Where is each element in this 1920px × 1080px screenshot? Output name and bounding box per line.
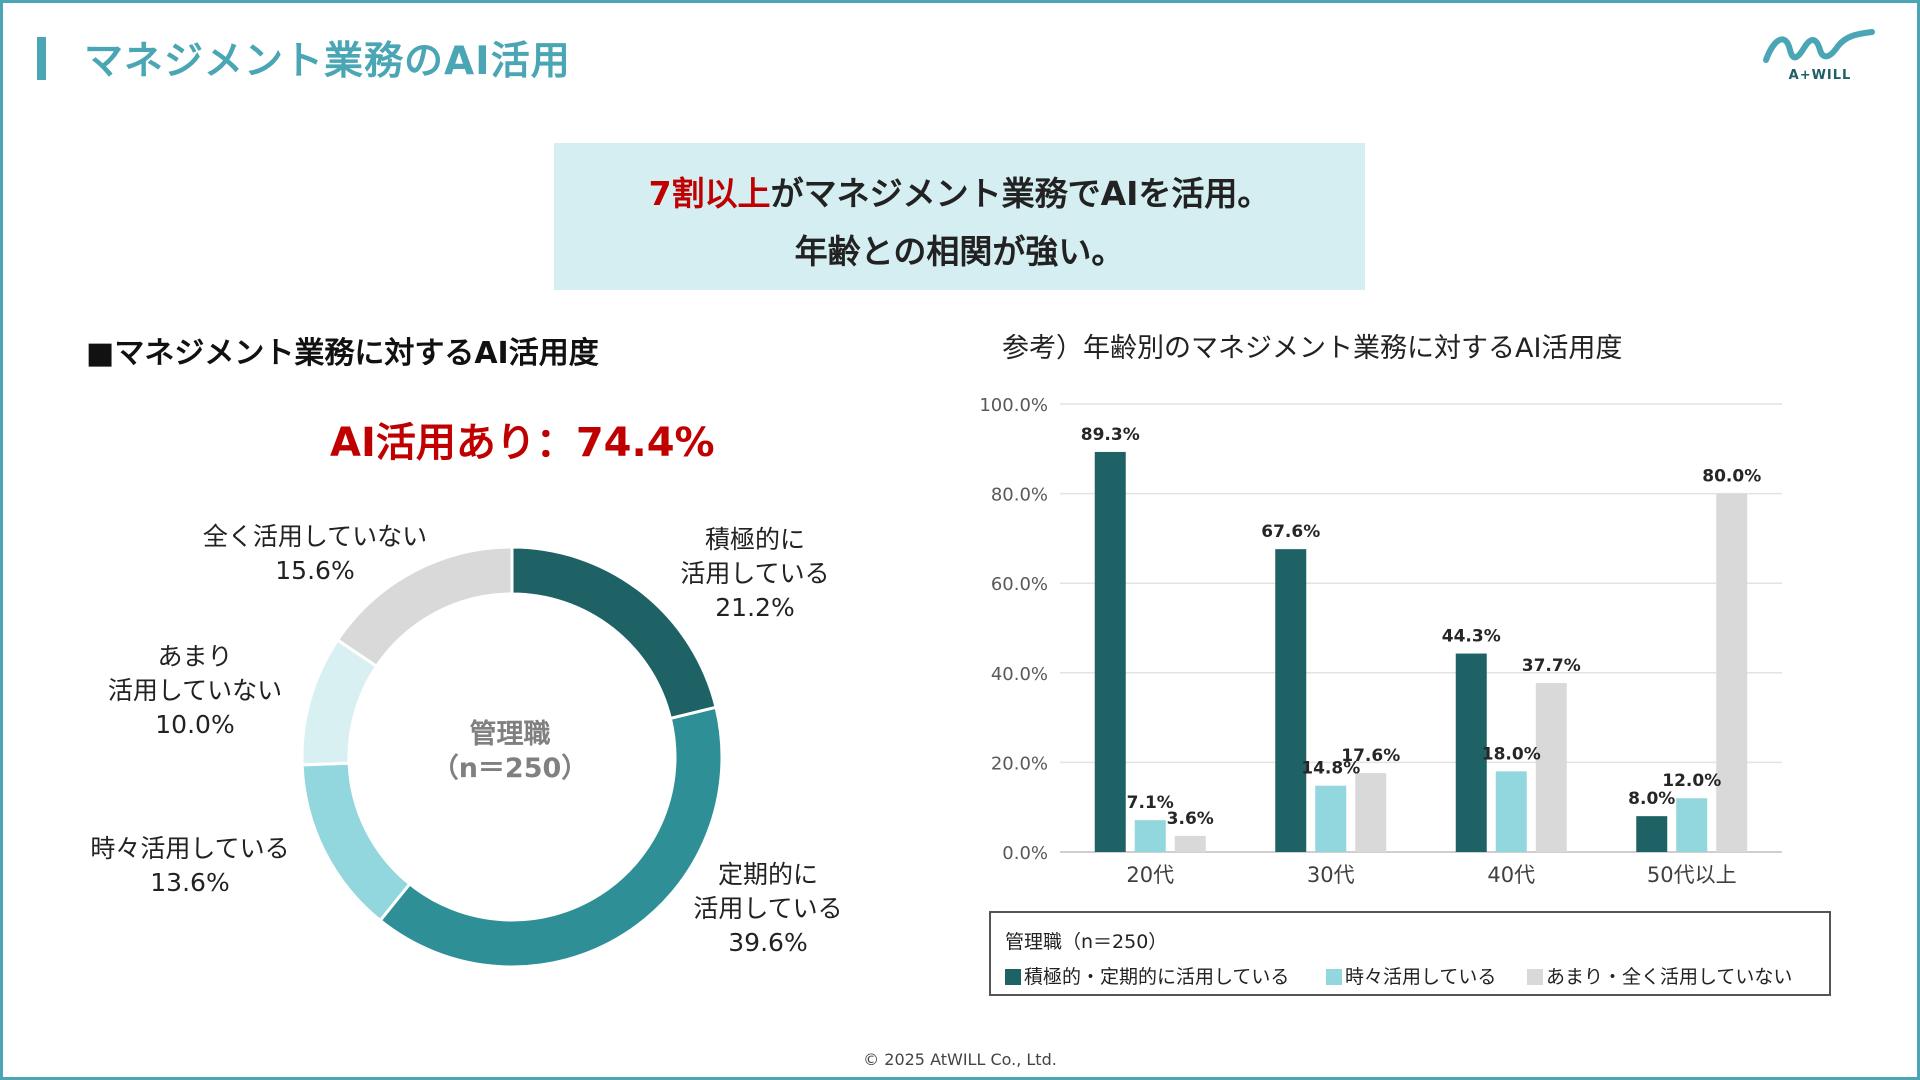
- bar-value-label: 12.0%: [1662, 771, 1721, 791]
- bar-value-label: 89.3%: [1081, 425, 1140, 445]
- donut-section-heading: ■マネジメント業務に対するAI活用度: [86, 336, 599, 371]
- legend-label: 時々活用している: [1345, 966, 1497, 988]
- legend-item: あまり・全く活用していない: [1527, 962, 1792, 989]
- y-tick-label: 40.0%: [991, 664, 1048, 685]
- bar: [1355, 773, 1387, 852]
- legend-label: あまり・全く活用していない: [1546, 966, 1793, 988]
- logo-mark-icon: [1763, 29, 1875, 63]
- x-tick-label: 20代: [1126, 863, 1174, 887]
- donut-center-sample: （n＝250）: [432, 753, 589, 784]
- bar-value-label: 44.3%: [1442, 627, 1501, 647]
- y-tick-label: 60.0%: [991, 574, 1048, 595]
- copyright: © 2025 AtWILL Co., Ltd.: [863, 1050, 1057, 1069]
- legend-swatch: [1005, 969, 1021, 985]
- bar: [1636, 816, 1668, 852]
- headline-box: 7割以上がマネジメント業務でAIを活用。 年齢との相関が強い。: [554, 143, 1365, 290]
- bar-chart-legend: 管理職（n＝250） 積極的・定期的に活用している 時々活用している あまり・全く活…: [989, 911, 1831, 996]
- bar-section-heading: 参考）年齢別のマネジメント業務に対するAI活用度: [1002, 333, 1623, 364]
- bar-value-label: 7.1%: [1127, 793, 1174, 813]
- headline-highlight: 7割以上: [648, 174, 771, 213]
- bar-value-label: 80.0%: [1702, 467, 1761, 487]
- donut-slice-label: 全く活用していない 15.6%: [202, 522, 428, 585]
- bar-value-label: 37.7%: [1522, 656, 1581, 676]
- donut-slice-label: 積極的に 活用している 21.2%: [680, 525, 830, 622]
- donut-slice: [378, 705, 724, 969]
- bar: [1716, 493, 1748, 852]
- y-tick-label: 100.0%: [979, 395, 1048, 416]
- legend-swatch: [1326, 969, 1342, 985]
- legend-label: 積極的・定期的に活用している: [1024, 966, 1290, 988]
- headline-line-2: 年齢との相関が強い。: [794, 232, 1125, 271]
- bar: [1676, 798, 1708, 852]
- bar-value-label: 14.8%: [1301, 759, 1360, 779]
- donut-center-title: 管理職: [470, 719, 551, 750]
- donut-slice-label: あまり 活用していない 10.0%: [107, 642, 283, 739]
- bar: [1094, 451, 1126, 852]
- donut-slice: [335, 545, 514, 669]
- bar-value-label: 17.6%: [1341, 746, 1400, 766]
- atwill-logo: A+WILL: [1760, 28, 1880, 84]
- bar: [1134, 820, 1166, 852]
- x-tick-label: 50代以上: [1647, 863, 1737, 887]
- ai-usage-rate: AI活用あり：74.4%: [330, 420, 715, 466]
- y-tick-label: 80.0%: [991, 485, 1048, 506]
- x-tick-label: 30代: [1307, 863, 1355, 887]
- bar-value-label: 18.0%: [1482, 744, 1541, 764]
- bar-value-label: 67.6%: [1261, 522, 1320, 542]
- legend-item: 積極的・定期的に活用している: [1005, 962, 1289, 989]
- bar: [1275, 549, 1307, 852]
- headline-text: がマネジメント業務でAIを活用。: [770, 174, 1271, 213]
- donut-slice-label: 時々活用している 13.6%: [90, 834, 290, 897]
- title-accent-bar: [37, 37, 46, 80]
- bar: [1315, 785, 1347, 852]
- y-tick-label: 20.0%: [991, 753, 1048, 774]
- headline-line-1: 7割以上がマネジメント業務でAIを活用。: [554, 167, 1365, 215]
- legend-title: 管理職（n＝250）: [1005, 931, 1168, 953]
- page-title: マネジメント業務のAI活用: [84, 39, 571, 84]
- bar-value-label: 8.0%: [1628, 789, 1675, 809]
- bar: [1455, 653, 1487, 852]
- legend-item: 時々活用している: [1326, 962, 1496, 989]
- bar-value-label: 3.6%: [1167, 809, 1214, 829]
- logo-text: A+WILL: [1788, 68, 1852, 83]
- bar: [1535, 683, 1567, 852]
- x-tick-label: 40代: [1487, 863, 1535, 887]
- bar: [1495, 771, 1527, 852]
- legend-swatch: [1527, 969, 1543, 985]
- donut-slice-label: 定期的に 活用している 39.6%: [693, 860, 843, 957]
- y-tick-label: 0.0%: [1002, 843, 1048, 864]
- bar: [1174, 835, 1206, 852]
